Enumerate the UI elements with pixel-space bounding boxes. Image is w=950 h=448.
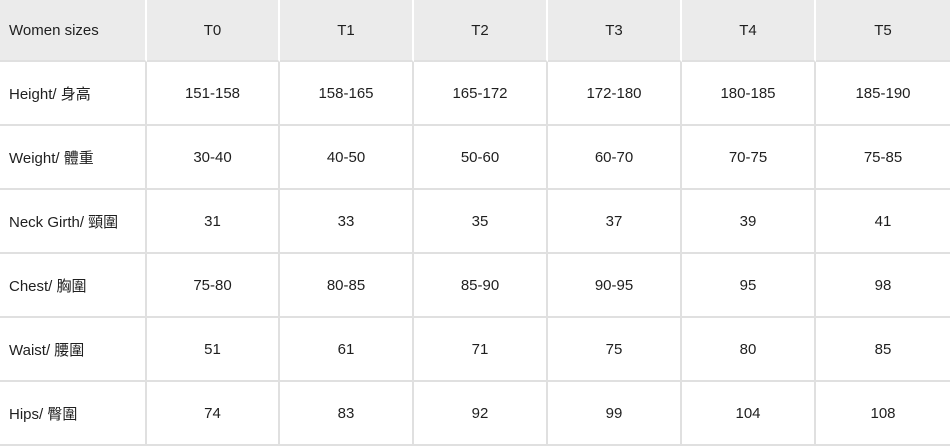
table-cell: 75 <box>548 318 682 382</box>
table-cell: 40-50 <box>280 126 414 190</box>
table-cell: 92 <box>414 382 548 446</box>
table-row: Weight/ 體重 30-40 40-50 50-60 60-70 70-75 75-85 <box>0 126 950 190</box>
table-cell: 99 <box>548 382 682 446</box>
table-cell: 80 <box>682 318 816 382</box>
table-cell: 30-40 <box>147 126 280 190</box>
row-label: Height/ 身高 <box>0 62 147 126</box>
table-cell: 74 <box>147 382 280 446</box>
column-header-t0: T0 <box>147 0 280 62</box>
table-header-row: Women sizes T0 T1 T2 T3 T4 T5 <box>0 0 950 62</box>
table-cell: 90-95 <box>548 254 682 318</box>
table-cell: 35 <box>414 190 548 254</box>
table-cell: 83 <box>280 382 414 446</box>
table-cell: 70-75 <box>682 126 816 190</box>
row-label: Weight/ 體重 <box>0 126 147 190</box>
table-cell: 61 <box>280 318 414 382</box>
table-cell: 185-190 <box>816 62 950 126</box>
table-cell: 31 <box>147 190 280 254</box>
column-header-t2: T2 <box>414 0 548 62</box>
column-header-t1: T1 <box>280 0 414 62</box>
table-cell: 180-185 <box>682 62 816 126</box>
table-cell: 151-158 <box>147 62 280 126</box>
table-cell: 95 <box>682 254 816 318</box>
table-row: Chest/ 胸圍 75-80 80-85 85-90 90-95 95 98 <box>0 254 950 318</box>
table-cell: 165-172 <box>414 62 548 126</box>
table-body: Height/ 身高 151-158 158-165 165-172 172-180 18… <box>0 62 950 446</box>
table-cell: 51 <box>147 318 280 382</box>
row-label: Neck Girth/ 頸圍 <box>0 190 147 254</box>
table-cell: 85-90 <box>414 254 548 318</box>
row-label: Chest/ 胸圍 <box>0 254 147 318</box>
table-row: Neck Girth/ 頸圍 31 33 35 37 39 41 <box>0 190 950 254</box>
table-cell: 172-180 <box>548 62 682 126</box>
table-cell: 39 <box>682 190 816 254</box>
table-cell: 104 <box>682 382 816 446</box>
row-label: Hips/ 臀圍 <box>0 382 147 446</box>
column-header-t3: T3 <box>548 0 682 62</box>
table-row: Waist/ 腰圍 51 61 71 75 80 85 <box>0 318 950 382</box>
table-cell: 41 <box>816 190 950 254</box>
table-cell: 37 <box>548 190 682 254</box>
table-cell: 108 <box>816 382 950 446</box>
table-cell: 98 <box>816 254 950 318</box>
table-cell: 71 <box>414 318 548 382</box>
table-row: Height/ 身高 151-158 158-165 165-172 172-180 18… <box>0 62 950 126</box>
table-cell: 75-80 <box>147 254 280 318</box>
table-cell: 80-85 <box>280 254 414 318</box>
table-cell: 158-165 <box>280 62 414 126</box>
column-header-t4: T4 <box>682 0 816 62</box>
table-cell: 33 <box>280 190 414 254</box>
table-cell: 50-60 <box>414 126 548 190</box>
table-row: Hips/ 臀圍 74 83 92 99 104 108 <box>0 382 950 446</box>
column-header-t5: T5 <box>816 0 950 62</box>
table-cell: 60-70 <box>548 126 682 190</box>
table-cell: 75-85 <box>816 126 950 190</box>
table-cell: 85 <box>816 318 950 382</box>
row-label: Waist/ 腰圍 <box>0 318 147 382</box>
corner-header-women-sizes: Women sizes <box>0 0 147 62</box>
